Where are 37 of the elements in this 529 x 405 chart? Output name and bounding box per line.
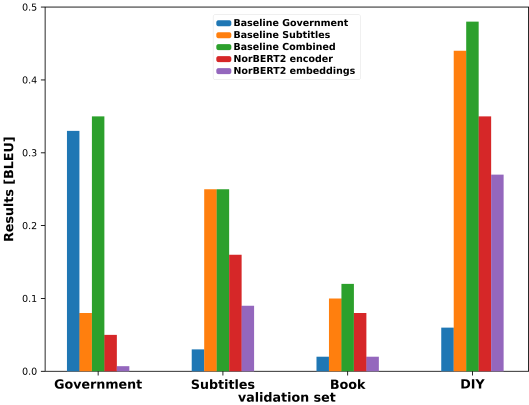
y-tick-label: 0.0 <box>22 367 37 375</box>
legend-label: NorBERT2 embeddings <box>234 66 355 76</box>
y-tick-label: 0.5 <box>22 3 36 11</box>
bar <box>491 174 504 372</box>
x-axis-title: validation set <box>238 392 336 402</box>
legend-label: Baseline Government <box>234 18 348 26</box>
x-tick-label: Government <box>54 379 142 389</box>
x-tick-label: DIY <box>461 379 485 388</box>
bar <box>478 116 492 372</box>
bar <box>104 334 117 372</box>
legend-label: Baseline Subtitles <box>234 30 330 38</box>
y-tick-label: 0.3 <box>22 148 36 156</box>
bar <box>441 327 454 372</box>
x-tick-label: Subtitles <box>192 379 254 389</box>
bar <box>204 189 217 372</box>
bar <box>79 312 92 372</box>
legend-label: Baseline Combined <box>234 42 335 50</box>
bar <box>229 254 242 372</box>
y-tick-label: 0.4 <box>22 76 37 84</box>
bar <box>66 130 80 372</box>
bar <box>242 306 254 372</box>
bar <box>216 189 230 372</box>
y-tick-label: 0.1 <box>22 294 36 302</box>
y-axis-title: Results [BLEU] <box>4 137 15 241</box>
bar <box>354 312 366 372</box>
bar <box>454 50 466 372</box>
bar <box>92 116 104 372</box>
bar <box>341 284 354 372</box>
bar <box>192 349 204 372</box>
bar <box>366 356 379 372</box>
bar <box>328 298 342 372</box>
bar <box>466 21 479 372</box>
y-tick-label: 0.2 <box>22 222 36 230</box>
x-tick-label: Book <box>331 379 366 389</box>
bar <box>116 366 130 372</box>
bar <box>316 356 329 372</box>
legend-label: NorBERT2 encoder <box>234 54 333 62</box>
